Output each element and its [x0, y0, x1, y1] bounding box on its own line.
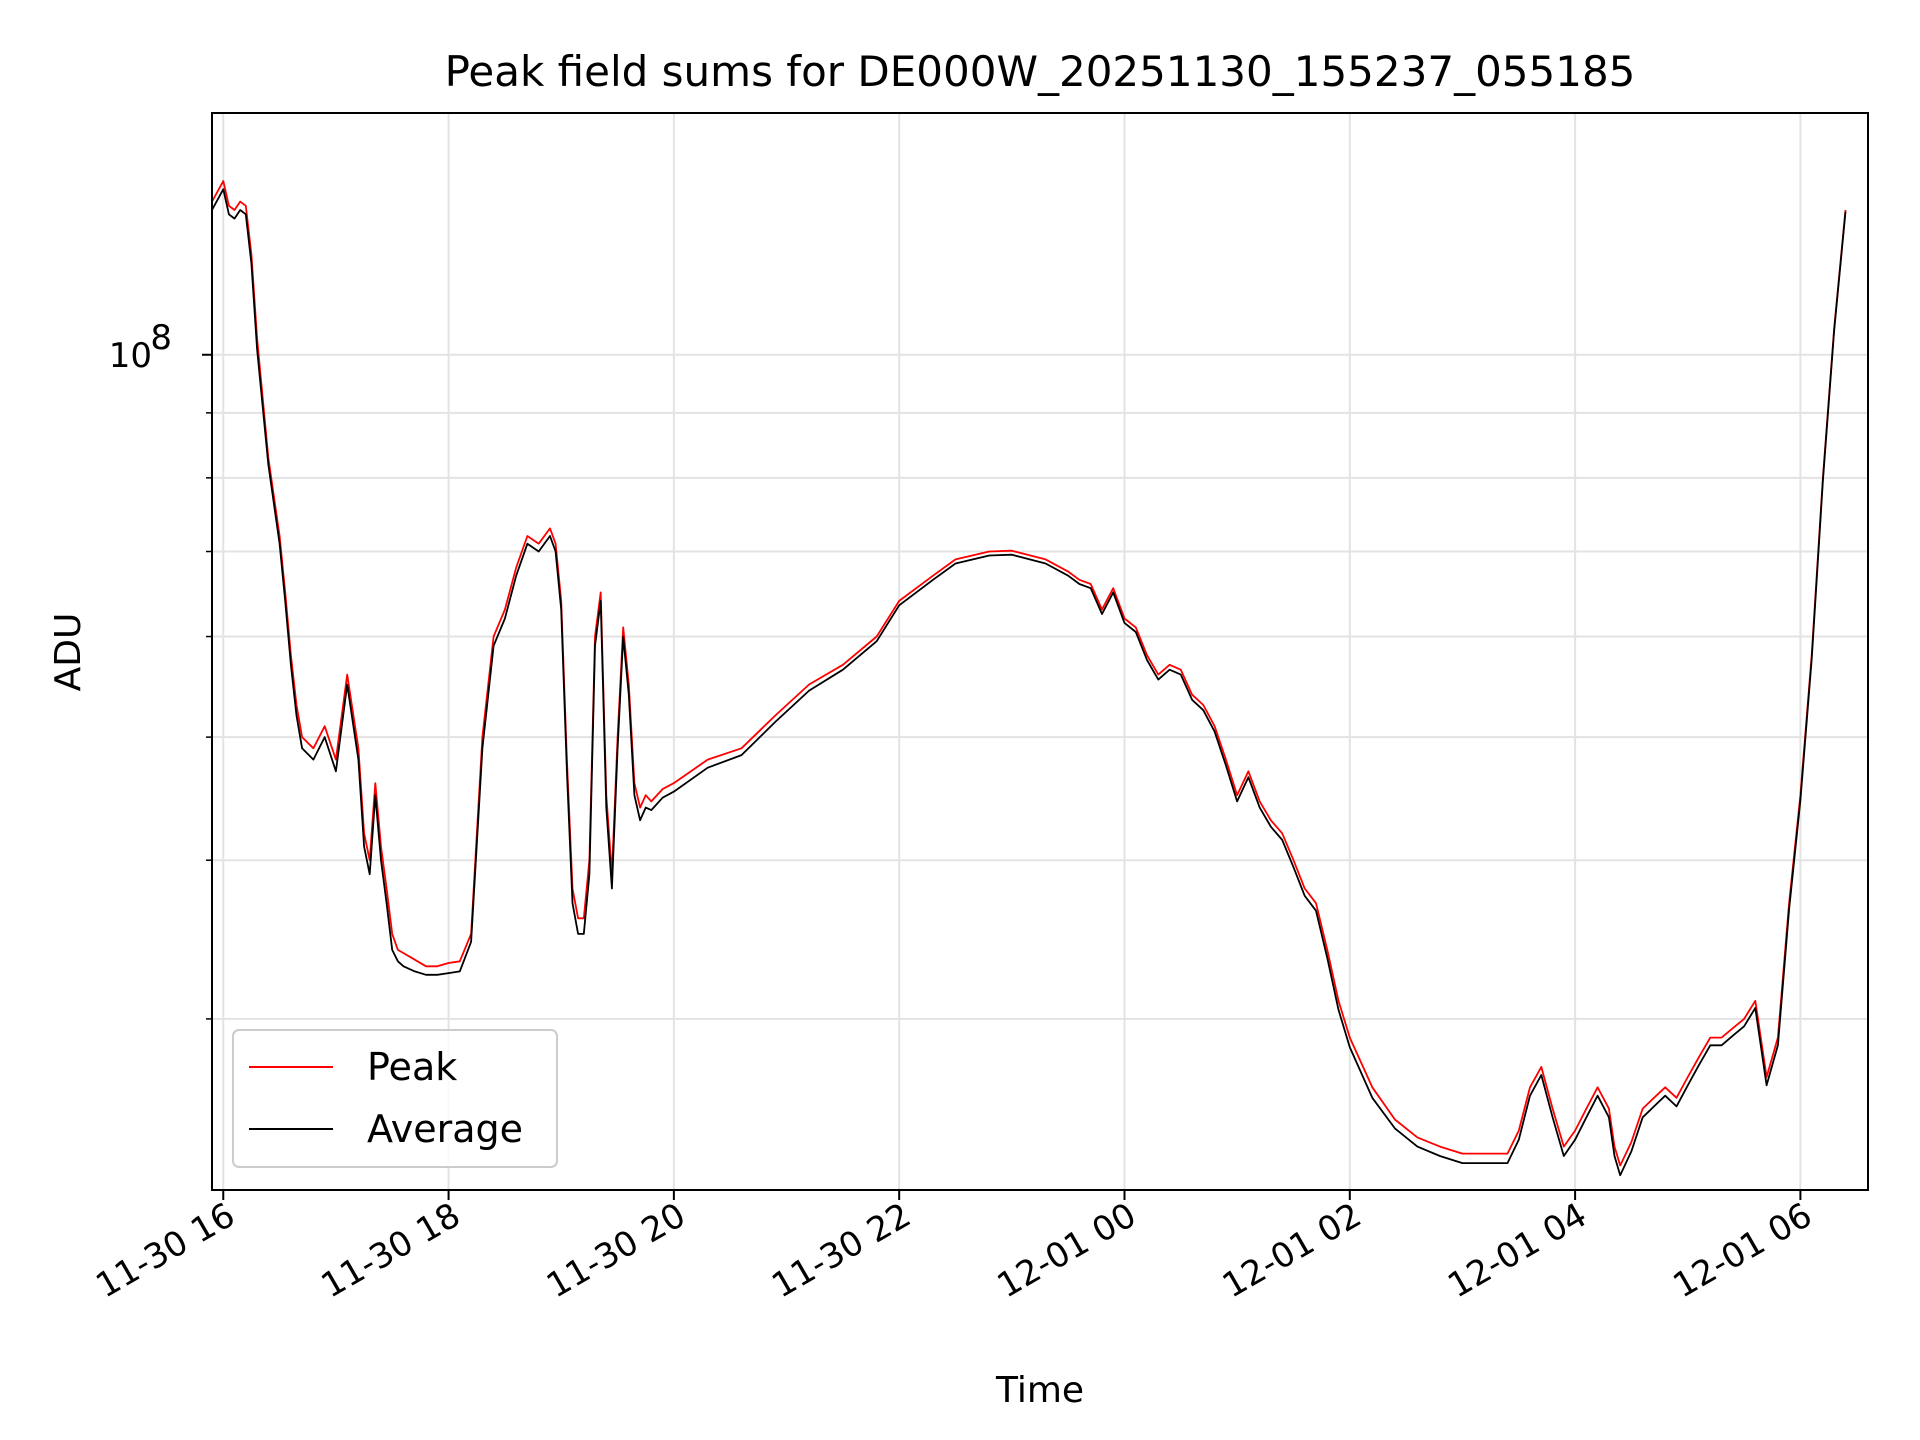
- x-axis-label: Time: [995, 1370, 1084, 1411]
- y-tick-label: 10: [109, 336, 152, 376]
- y-tick-label-base: 10: [109, 336, 152, 376]
- legend: Peak Average: [232, 1029, 558, 1168]
- y-axis: 108: [109, 318, 212, 1020]
- legend-average-label: Average: [367, 1107, 523, 1151]
- legend-box: [232, 1029, 558, 1168]
- y-tick-label-exponent: 8: [150, 318, 172, 358]
- chart-title: Peak field sums for DE000W_20251130_1552…: [445, 47, 1636, 96]
- series-line-peak: [212, 180, 1847, 1167]
- grid: [212, 113, 1868, 1190]
- plot-frame: [211, 112, 1869, 1191]
- series-line-average: [212, 188, 1847, 1177]
- series-layer: [212, 180, 1847, 1177]
- legend-peak-label: Peak: [367, 1045, 457, 1089]
- y-axis-label: ADU: [48, 613, 89, 692]
